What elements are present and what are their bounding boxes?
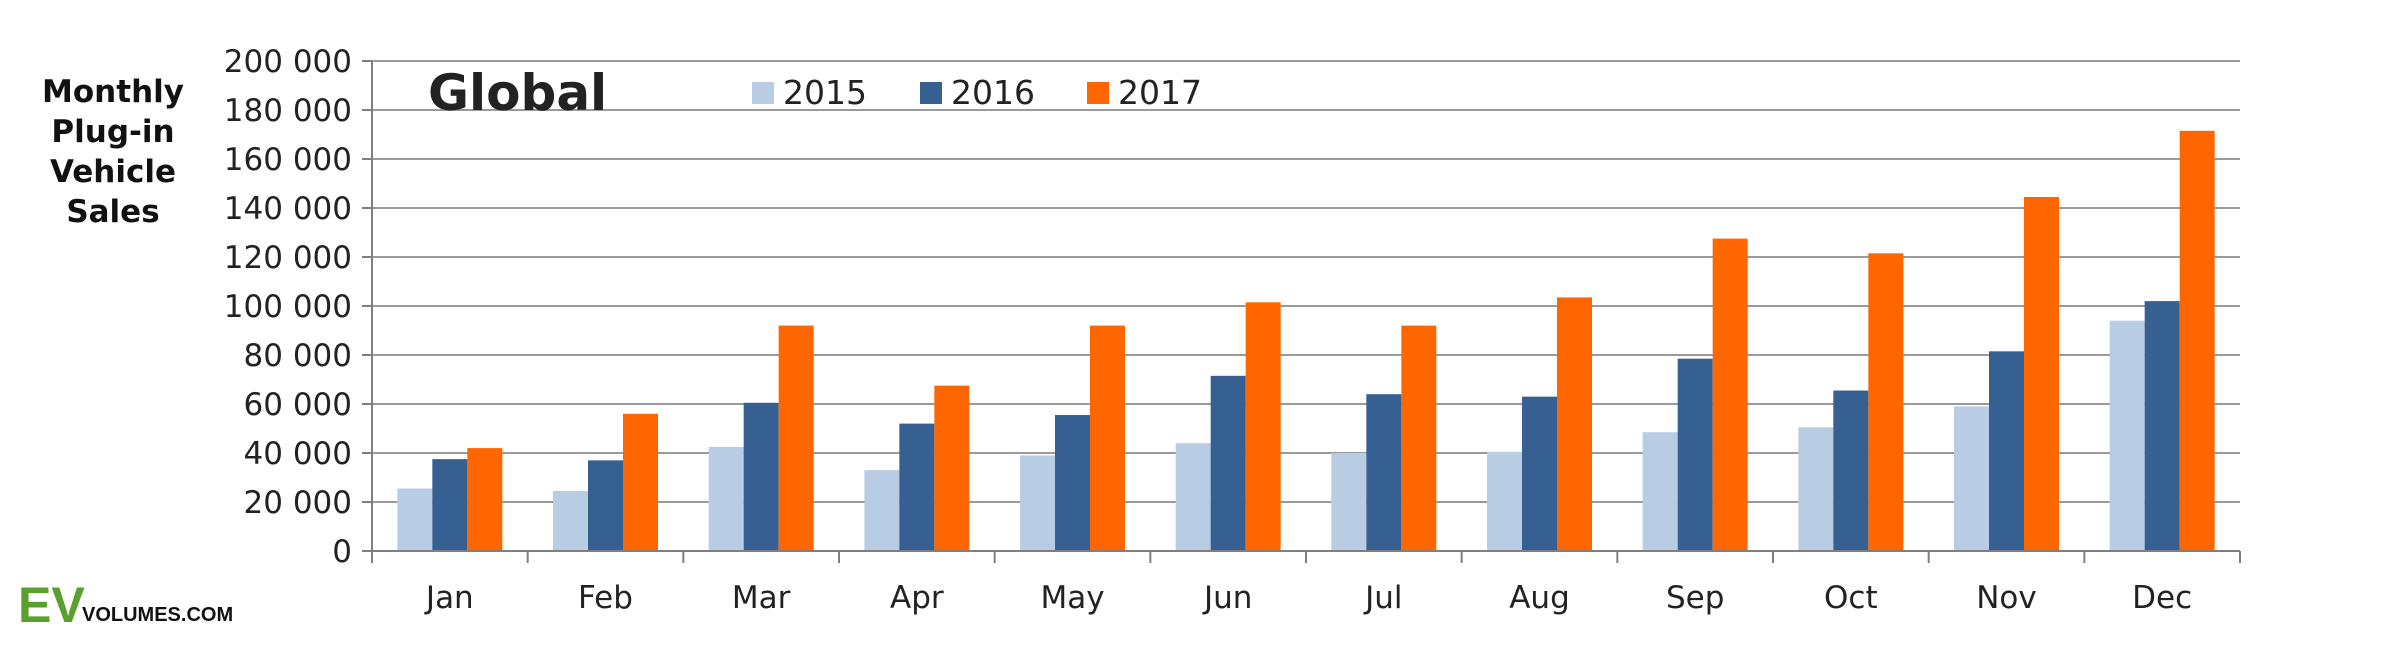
legend-swatch-2016	[920, 82, 942, 104]
bar-2017-aug	[1557, 297, 1592, 551]
legend-swatch-2017	[1087, 82, 1109, 104]
bar-2015-aug	[1487, 451, 1522, 551]
x-tick-label: Apr	[890, 580, 944, 616]
x-tick-label: Jul	[1363, 580, 1402, 616]
bar-2017-jul	[1401, 325, 1437, 551]
bar-2015-jul	[1331, 453, 1367, 551]
bar-2015-jan	[397, 488, 433, 551]
bar-2015-mar	[708, 446, 744, 551]
y-tick-label: 160 000	[224, 142, 352, 178]
bar-2015-may	[1020, 455, 1055, 551]
bar-2017-jun	[1245, 302, 1281, 551]
x-tick-label: Dec	[2132, 580, 2192, 616]
y-tick-label: 60 000	[244, 387, 352, 423]
y-axis-title-line: Sales	[66, 194, 159, 230]
gridlines	[372, 60, 2240, 503]
legend-label-2016: 2016	[951, 73, 1035, 112]
y-tick-label: 0	[332, 534, 352, 570]
bar-2015-oct	[1798, 427, 1834, 551]
bar-2015-dec	[2109, 320, 2145, 551]
y-axis-title-line: Vehicle	[50, 154, 176, 190]
bar-2015-apr	[864, 470, 900, 551]
bar-2017-apr	[934, 385, 970, 551]
logo-ev-text: EV	[18, 577, 85, 633]
bar-2017-sep	[1712, 238, 1748, 551]
bar-2015-feb	[553, 490, 588, 551]
axes	[362, 60, 2241, 563]
x-tick-label: Oct	[1824, 580, 1878, 616]
x-tick-label: Aug	[1509, 580, 1570, 616]
legend-swatch-2015	[752, 82, 774, 104]
bar-2017-nov	[2024, 196, 2059, 551]
y-tick-label: 140 000	[224, 191, 352, 227]
bar-2017-may	[1090, 325, 1125, 551]
bar-2016-jun	[1210, 375, 1246, 551]
bar-2017-feb	[623, 413, 658, 551]
legend: 2015 2016 2017	[752, 73, 1202, 112]
y-tick-labels: 0 20 000 40 000 60 000 80 000 100 000 120 000 1…	[224, 44, 352, 570]
bar-2016-feb	[588, 460, 623, 551]
x-tick-label: May	[1040, 580, 1104, 616]
bar-2016-jul	[1366, 394, 1402, 551]
x-tick-labels: Jan Feb Mar Apr May Jun Jul Aug Sep Oct Nov Dec	[424, 580, 2192, 616]
x-tick-label: Jan	[424, 580, 474, 616]
bar-2016-jan	[432, 459, 468, 551]
y-tick-label: 120 000	[224, 240, 352, 276]
logo-volumes-text: VOLUMES.COM	[82, 604, 233, 626]
x-tick-label: Jun	[1202, 580, 1252, 616]
y-tick-label: 40 000	[244, 436, 352, 472]
y-tick-label: 20 000	[244, 485, 352, 521]
bar-2016-sep	[1677, 358, 1713, 551]
bar-2015-jun	[1175, 443, 1211, 551]
bar-2016-nov	[1989, 351, 2024, 551]
bar-2016-mar	[743, 402, 779, 551]
bar-2016-dec	[2144, 301, 2180, 551]
bar-2015-sep	[1642, 432, 1678, 551]
y-axis-title-line: Monthly	[42, 74, 184, 110]
y-axis-title: Monthly Plug-in Vehicle Sales	[42, 74, 184, 230]
bar-2016-may	[1055, 415, 1090, 551]
bar-2017-dec	[2179, 130, 2215, 551]
x-tick-label: Sep	[1666, 580, 1724, 616]
bars	[397, 130, 2215, 551]
bar-2017-jan	[467, 448, 503, 551]
evvolumes-logo: EV VOLUMES.COM	[18, 577, 233, 633]
bar-2016-oct	[1833, 390, 1869, 551]
bar-2017-oct	[1868, 253, 1904, 551]
y-tick-label: 100 000	[224, 289, 352, 325]
bar-2015-nov	[1954, 406, 1989, 551]
bar-2017-mar	[778, 325, 814, 551]
y-tick-label: 200 000	[224, 44, 352, 80]
bar-2016-aug	[1522, 396, 1557, 551]
y-axis-title-line: Plug-in	[51, 114, 174, 150]
legend-label-2015: 2015	[783, 73, 867, 112]
x-tick-label: Feb	[578, 580, 633, 616]
x-tick-label: Nov	[1976, 580, 2037, 616]
y-tick-label: 180 000	[224, 93, 352, 129]
y-tick-label: 80 000	[244, 338, 352, 374]
chart-title: Global	[428, 64, 607, 122]
legend-label-2017: 2017	[1118, 73, 1202, 112]
bar-2016-apr	[899, 423, 935, 551]
x-tick-label: Mar	[732, 580, 791, 616]
